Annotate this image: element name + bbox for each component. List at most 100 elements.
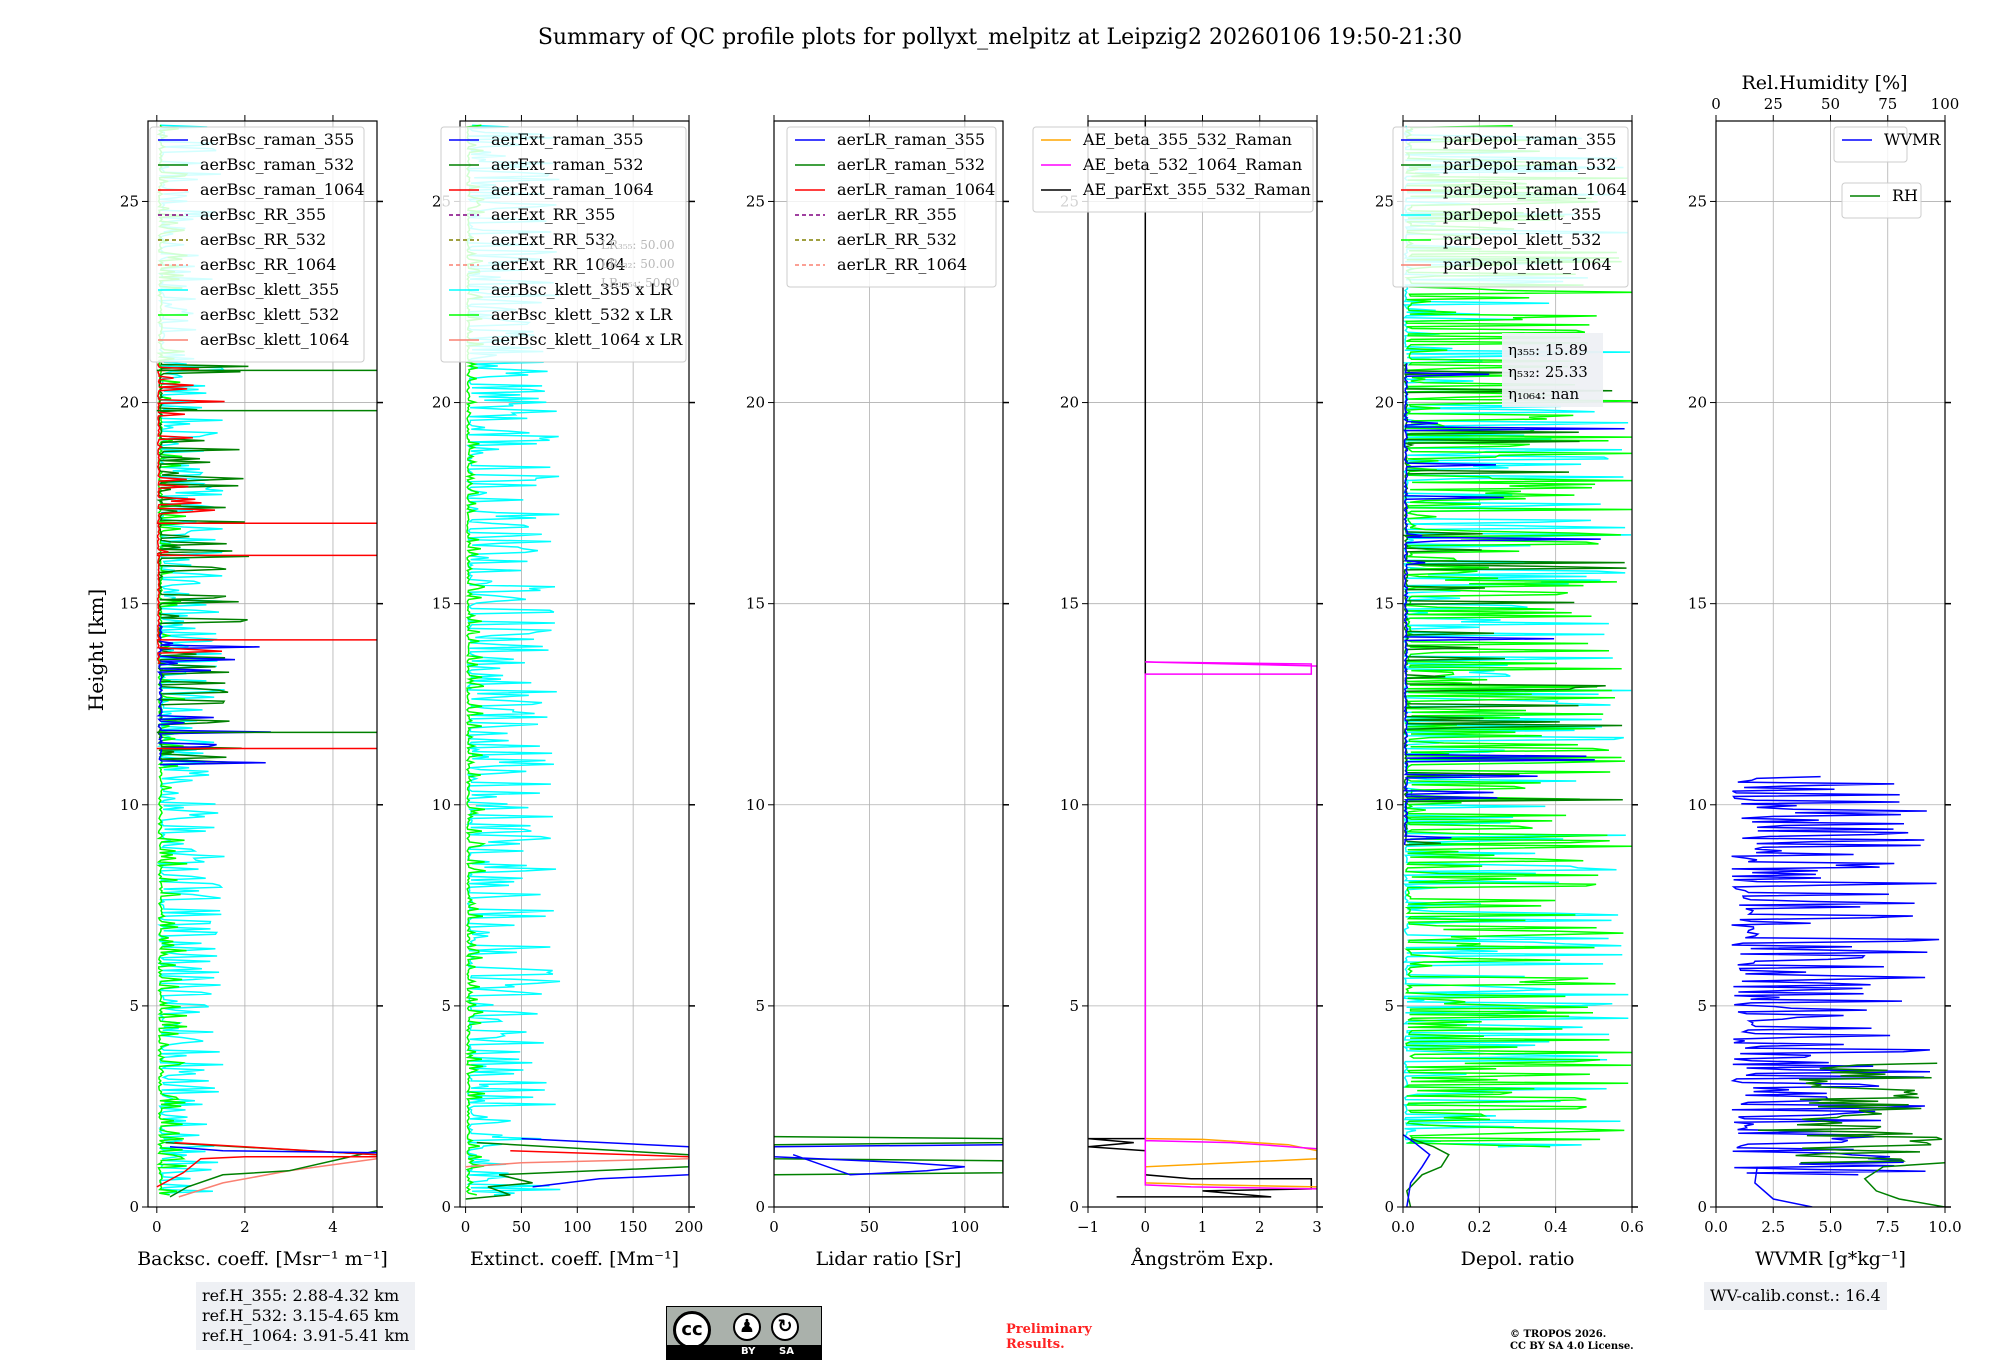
wv-calib-const: WV-calib.const.: 16.4	[1710, 1286, 1881, 1305]
series-ae-beta-355-532-raman	[1144, 1137, 1317, 1188]
preliminary-line-2: Results.	[1006, 1337, 1065, 1352]
x-tick-label: 7.5	[1876, 1218, 1900, 1236]
series-pardepol-raman-355-low-	[1403, 1133, 1431, 1207]
legend-label: parDepol_klett_355	[1443, 205, 1601, 224]
legend-label: WVMR	[1884, 130, 1941, 149]
y-tick-label: 25	[746, 192, 765, 210]
y-tick-label: 25	[1688, 192, 1707, 210]
y-tick-label: 25	[120, 192, 139, 210]
top-x-tick-label: 0	[1711, 95, 1721, 113]
cc-license-badge: cc ♟ ↻ BY SA	[666, 1306, 822, 1360]
by-icon: ♟	[733, 1313, 761, 1341]
series-aerbsc-klett-1064-x-lr-low-	[465, 1157, 689, 1168]
x-tick-label: 200	[675, 1218, 704, 1236]
y-tick-label: 5	[441, 997, 451, 1015]
x-tick-label: 2	[240, 1218, 250, 1236]
legend-box	[440, 126, 687, 363]
legend-label: aerBsc_RR_355	[200, 205, 326, 224]
legend-label: parDepol_raman_1064	[1443, 180, 1627, 199]
legend-label: aerBsc_RR_532	[200, 230, 326, 249]
x-tick-label: 1	[1198, 1218, 1208, 1236]
x-tick-label: 0	[461, 1218, 471, 1236]
y-tick-label: 20	[432, 394, 451, 412]
x-tick-label: 0	[1140, 1218, 1150, 1236]
axes-frame	[459, 120, 690, 1208]
eta-label: η₃₅₅: 15.89	[1508, 341, 1588, 359]
wv-calib-box: WV-calib.const.: 16.4	[1704, 1282, 1887, 1310]
series-aerbsc-raman-355-low-	[169, 1145, 377, 1154]
legend-label: aerBsc_klett_355 x LR	[491, 280, 673, 299]
legend-label: aerBsc_klett_1064	[200, 330, 349, 349]
legend-label: aerBsc_klett_532	[200, 305, 339, 324]
series-aerlr-raman-532	[774, 1135, 1003, 1176]
x-tick-label: 2	[1255, 1218, 1265, 1236]
ref-height-box: ref.H_355: 2.88-4.32 km ref.H_532: 3.15-…	[196, 1282, 416, 1350]
y-tick-label: 0	[755, 1198, 765, 1216]
preliminary-line-1: Preliminary	[1006, 1322, 1092, 1337]
panel-depol: 0.0 0.2 0.4 0.6 0 5 10 15 20 25 Depol. ratio parDep…	[1375, 115, 1644, 1270]
legend-label: AE_beta_355_532_Raman	[1082, 130, 1292, 149]
panel-ae: −101230510152025Ångström Exp.AE_beta_355…	[1032, 115, 1323, 1270]
series-wvmr-noisy	[1730, 775, 1940, 1176]
legend-label: AE_parExt_355_532_Raman	[1082, 180, 1311, 199]
axes-frame	[1402, 120, 1633, 1208]
ref-height-355: ref.H_355: 2.88-4.32 km	[202, 1286, 400, 1305]
top-x-tick-label: 75	[1878, 95, 1897, 113]
y-tick-label: 10	[432, 796, 451, 814]
lr-annotation: LR₃₅₅: 50.00	[601, 238, 675, 252]
series-ae-parext-355-532-raman	[1088, 121, 1313, 1198]
y-tick-label: 15	[432, 595, 451, 613]
series-aerbsc-raman-1064	[156, 363, 225, 665]
preliminary-note: Preliminary Results.	[1006, 1322, 1092, 1352]
x-tick-label: 5.0	[1819, 1218, 1843, 1236]
legend-rh-box	[1841, 182, 1922, 219]
series-ae-beta-532-1064-raman	[1144, 661, 1317, 1190]
legend-label: RH	[1892, 186, 1918, 205]
y-tick-label: 15	[1060, 595, 1079, 613]
series-group	[774, 1135, 1003, 1176]
x-tick-label: 0.2	[1467, 1218, 1491, 1236]
series-rh-noisy	[1757, 1062, 1943, 1164]
copyright-line-1: © TROPOS 2026.	[1510, 1329, 1607, 1340]
legend-label: aerLR_raman_532	[837, 155, 985, 174]
series-aerlr-raman-355	[774, 1143, 1003, 1176]
panel-bsc: 0 2 4 0 5 10 15 20 25 Backsc. coeff. [Msr⁻¹ m⁻¹] a…	[120, 115, 388, 1270]
x-axis-label: Ångström Exp.	[1130, 1248, 1274, 1270]
series-aerext-raman-532-low-	[465, 1141, 689, 1200]
x-tick-label: 50	[512, 1218, 531, 1236]
cc-icon: cc	[673, 1311, 711, 1349]
y-tick-label: 15	[746, 595, 765, 613]
figure-title: Summary of QC profile plots for pollyxt_…	[538, 25, 1462, 50]
x-tick-label: 100	[951, 1218, 980, 1236]
y-tick-label: 20	[1060, 394, 1079, 412]
legend-label: aerBsc_RR_1064	[200, 255, 336, 274]
x-axis-label: Extinct. coeff. [Mm⁻¹]	[470, 1248, 679, 1270]
legend-label: parDepol_raman_355	[1443, 130, 1616, 149]
x-tick-label: 3	[1312, 1218, 1322, 1236]
y-tick-label: 0	[1697, 1198, 1707, 1216]
legend-label: parDepol_klett_1064	[1443, 255, 1612, 274]
axes-frame	[147, 120, 378, 1208]
eta-box	[1502, 333, 1603, 407]
lr-annotation: LR₁₀₆₄: 50.00	[601, 276, 679, 290]
legend-label: aerBsc_raman_532	[200, 155, 354, 174]
y-tick-label: 15	[120, 595, 139, 613]
x-tick-label: 0	[152, 1218, 162, 1236]
series-group	[1730, 775, 1945, 1207]
x-tick-label: 0.6	[1620, 1218, 1644, 1236]
y-tick-label: 20	[1688, 394, 1707, 412]
legend-label: aerLR_raman_1064	[837, 180, 995, 199]
legend-label: aerBsc_raman_1064	[200, 180, 365, 199]
top-x-axis-label: Rel.Humidity [%]	[1741, 72, 1907, 94]
axes-frame	[773, 120, 1004, 1208]
series-group	[1088, 121, 1317, 1198]
ref-height-532: ref.H_532: 3.15-4.65 km	[202, 1306, 400, 1325]
legend-label: aerExt_RR_355	[491, 205, 615, 224]
eta-label: η₁₀₆₄: nan	[1508, 385, 1579, 403]
y-tick-label: 20	[120, 394, 139, 412]
legend-label: parDepol_raman_532	[1443, 155, 1616, 174]
eta-label: η₅₃₂: 25.33	[1508, 363, 1588, 381]
x-axis-label: Backsc. coeff. [Msr⁻¹ m⁻¹]	[137, 1248, 388, 1270]
legend-label: aerBsc_raman_355	[200, 130, 354, 149]
series-wvmr-low	[1754, 1166, 1813, 1207]
